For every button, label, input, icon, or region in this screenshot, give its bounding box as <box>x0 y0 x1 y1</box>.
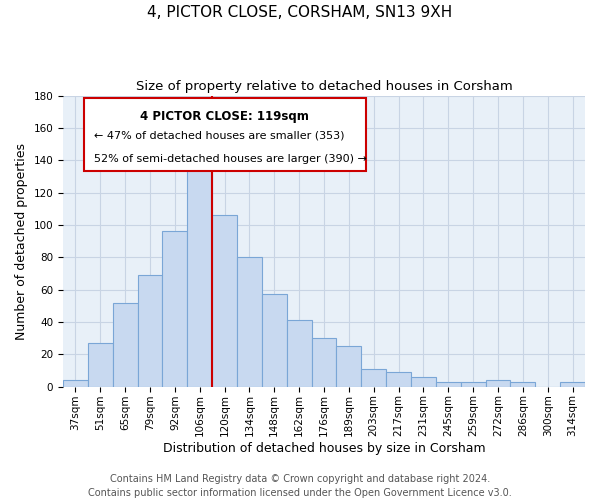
Bar <box>137 275 163 386</box>
Text: 52% of semi-detached houses are larger (390) →: 52% of semi-detached houses are larger (… <box>94 154 367 164</box>
Bar <box>511 382 535 386</box>
Bar <box>187 160 212 386</box>
Bar <box>237 258 262 386</box>
Title: Size of property relative to detached houses in Corsham: Size of property relative to detached ho… <box>136 80 512 93</box>
Bar <box>485 380 511 386</box>
Bar <box>311 338 337 386</box>
Bar <box>386 372 411 386</box>
Bar <box>262 294 287 386</box>
Bar <box>411 377 436 386</box>
X-axis label: Distribution of detached houses by size in Corsham: Distribution of detached houses by size … <box>163 442 485 455</box>
Text: ← 47% of detached houses are smaller (353): ← 47% of detached houses are smaller (35… <box>94 130 345 140</box>
Bar <box>88 343 113 386</box>
Bar <box>212 215 237 386</box>
Y-axis label: Number of detached properties: Number of detached properties <box>15 142 28 340</box>
Bar <box>560 382 585 386</box>
Text: 4 PICTOR CLOSE: 119sqm: 4 PICTOR CLOSE: 119sqm <box>140 110 309 123</box>
Text: Contains HM Land Registry data © Crown copyright and database right 2024.
Contai: Contains HM Land Registry data © Crown c… <box>88 474 512 498</box>
Bar <box>163 232 187 386</box>
FancyBboxPatch shape <box>84 98 366 171</box>
Bar <box>361 369 386 386</box>
Bar <box>337 346 361 387</box>
Bar <box>461 382 485 386</box>
Text: 4, PICTOR CLOSE, CORSHAM, SN13 9XH: 4, PICTOR CLOSE, CORSHAM, SN13 9XH <box>148 5 452 20</box>
Bar <box>63 380 88 386</box>
Bar <box>113 302 137 386</box>
Bar <box>436 382 461 386</box>
Bar <box>287 320 311 386</box>
